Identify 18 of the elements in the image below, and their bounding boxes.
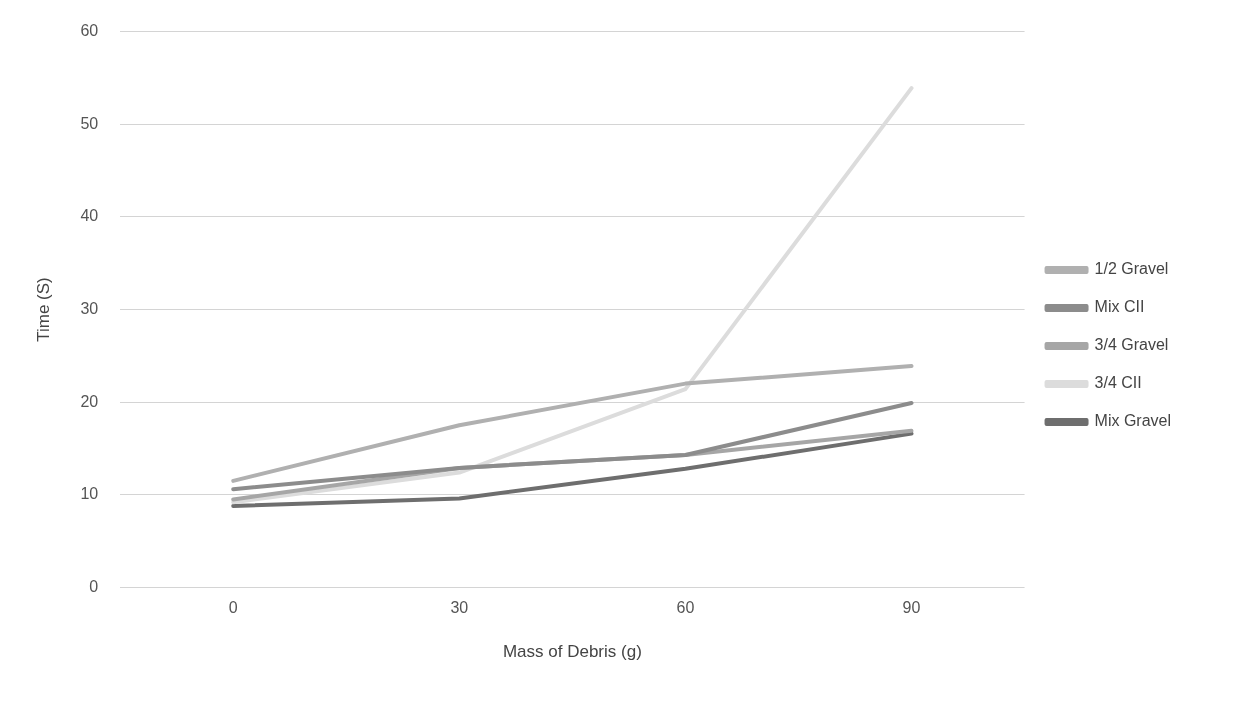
- legend-label: 3/4 Gravel: [1094, 336, 1169, 354]
- y-tick-label: 40: [80, 207, 99, 225]
- legend-label: Mix Gravel: [1094, 412, 1171, 430]
- x-tick-label: 90: [902, 599, 921, 617]
- y-tick-label: 0: [89, 577, 99, 595]
- y-tick-label: 30: [80, 299, 99, 317]
- legend-label: 3/4 CII: [1094, 374, 1142, 392]
- legend-label: 1/2 Gravel: [1094, 260, 1169, 278]
- legend-label: Mix CII: [1094, 298, 1145, 316]
- y-tick-label: 20: [80, 392, 99, 410]
- y-tick-label: 50: [80, 114, 99, 132]
- x-axis-title: Mass of Debris (g): [502, 642, 642, 662]
- y-axis-title: Time (S): [33, 277, 53, 342]
- x-tick-label: 0: [228, 599, 238, 617]
- x-tick-label: 60: [676, 599, 695, 617]
- y-tick-label: 10: [80, 485, 99, 503]
- x-tick-label: 30: [450, 599, 469, 617]
- y-tick-label: 60: [80, 22, 99, 40]
